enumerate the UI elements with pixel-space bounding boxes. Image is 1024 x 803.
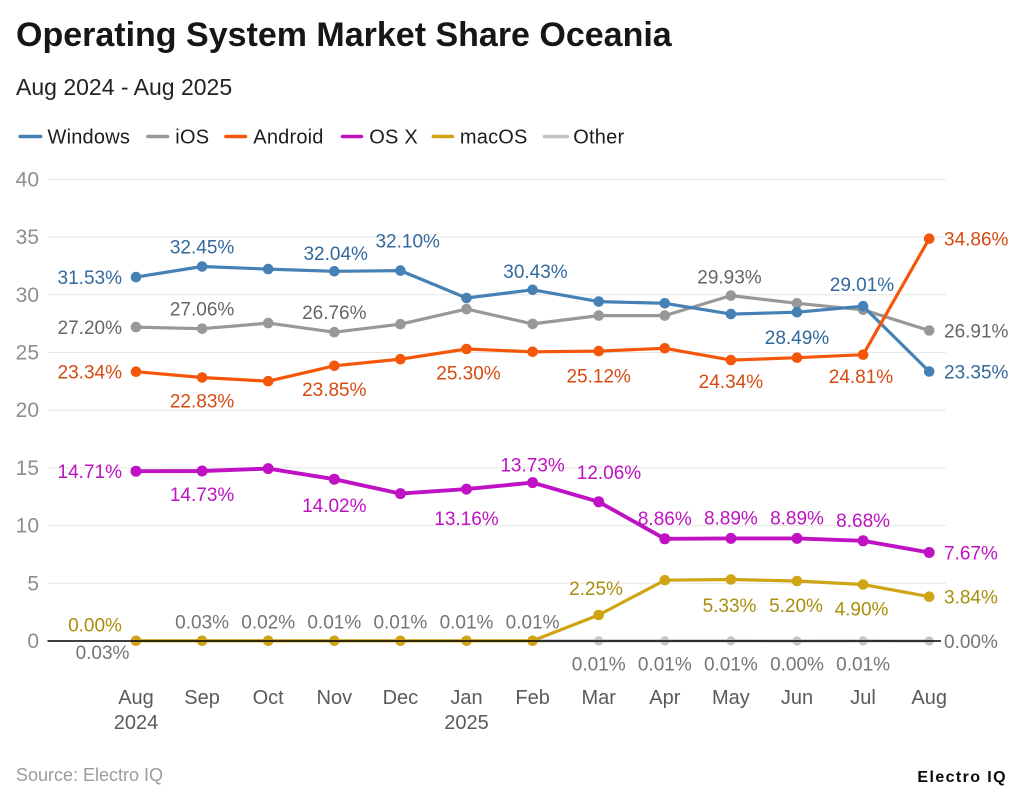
svg-text:27.06%: 27.06%	[170, 300, 235, 321]
svg-text:macOS: macOS	[460, 127, 528, 149]
svg-text:26.76%: 26.76%	[302, 303, 367, 324]
svg-text:5: 5	[27, 572, 39, 595]
svg-text:Dec: Dec	[383, 687, 419, 709]
svg-text:28.49%: 28.49%	[765, 328, 830, 349]
svg-text:Aug: Aug	[118, 687, 154, 709]
svg-text:2.25%: 2.25%	[569, 579, 623, 600]
svg-text:0: 0	[27, 630, 39, 653]
svg-text:0.02%: 0.02%	[241, 613, 295, 634]
svg-text:5.33%: 5.33%	[703, 596, 757, 617]
svg-text:0.00%: 0.00%	[68, 616, 122, 637]
svg-text:0.01%: 0.01%	[506, 613, 560, 634]
svg-text:0.03%: 0.03%	[76, 643, 130, 664]
svg-text:Feb: Feb	[515, 687, 549, 709]
svg-text:29.93%: 29.93%	[697, 268, 762, 289]
svg-text:40: 40	[16, 168, 39, 191]
svg-text:14.71%: 14.71%	[58, 462, 123, 483]
svg-text:0.01%: 0.01%	[572, 655, 626, 676]
svg-text:24.81%: 24.81%	[829, 367, 894, 388]
svg-text:29.01%: 29.01%	[830, 275, 895, 296]
svg-text:2024: 2024	[114, 712, 159, 734]
svg-text:Source: Electro IQ: Source: Electro IQ	[16, 765, 163, 785]
svg-text:May: May	[712, 687, 750, 709]
svg-text:15: 15	[16, 457, 39, 480]
svg-text:25.30%: 25.30%	[436, 364, 501, 385]
svg-text:Mar: Mar	[581, 687, 616, 709]
svg-text:8.89%: 8.89%	[704, 508, 758, 529]
svg-text:0.00%: 0.00%	[770, 655, 824, 676]
svg-text:8.68%: 8.68%	[836, 511, 890, 532]
svg-text:30: 30	[16, 284, 39, 307]
svg-text:0.01%: 0.01%	[440, 613, 494, 634]
svg-text:4.90%: 4.90%	[835, 600, 889, 621]
svg-text:20: 20	[16, 399, 39, 422]
svg-text:8.86%: 8.86%	[638, 509, 692, 530]
svg-text:31.53%: 31.53%	[58, 268, 123, 289]
svg-text:Operating System Market Share: Operating System Market Share Oceania	[16, 16, 673, 54]
svg-text:Jan: Jan	[450, 687, 482, 709]
svg-text:0.01%: 0.01%	[307, 613, 361, 634]
svg-text:32.04%: 32.04%	[303, 244, 368, 265]
svg-text:Android: Android	[253, 127, 323, 149]
svg-text:13.73%: 13.73%	[500, 456, 565, 477]
svg-text:Jun: Jun	[781, 687, 813, 709]
svg-text:8.89%: 8.89%	[770, 508, 824, 529]
svg-text:24.34%: 24.34%	[699, 372, 764, 393]
svg-text:13.16%: 13.16%	[434, 509, 499, 530]
svg-text:2025: 2025	[444, 712, 489, 734]
svg-text:23.34%: 23.34%	[58, 363, 123, 384]
svg-text:5.20%: 5.20%	[769, 596, 823, 617]
svg-text:12.06%: 12.06%	[577, 463, 642, 484]
svg-text:0.03%: 0.03%	[175, 613, 229, 634]
svg-text:25: 25	[16, 342, 39, 365]
svg-text:14.73%: 14.73%	[170, 485, 235, 506]
svg-text:25.12%: 25.12%	[566, 367, 631, 388]
svg-text:14.02%: 14.02%	[302, 496, 367, 517]
svg-text:0.01%: 0.01%	[704, 655, 758, 676]
svg-text:23.85%: 23.85%	[302, 380, 367, 401]
svg-text:0.01%: 0.01%	[373, 613, 427, 634]
svg-text:27.20%: 27.20%	[58, 318, 123, 339]
svg-text:Windows: Windows	[48, 127, 131, 149]
svg-text:34.86%: 34.86%	[944, 230, 1009, 251]
svg-text:Electro IQ: Electro IQ	[917, 769, 1007, 786]
svg-text:23.35%: 23.35%	[944, 363, 1009, 384]
svg-text:32.45%: 32.45%	[170, 238, 235, 259]
svg-text:7.67%: 7.67%	[944, 544, 998, 565]
svg-text:Apr: Apr	[649, 687, 680, 709]
svg-text:Aug 2024 - Aug 2025: Aug 2024 - Aug 2025	[16, 74, 232, 100]
svg-text:30.43%: 30.43%	[503, 262, 568, 283]
svg-text:32.10%: 32.10%	[375, 232, 440, 253]
svg-text:Jul: Jul	[850, 687, 876, 709]
svg-text:26.91%: 26.91%	[944, 322, 1009, 343]
svg-text:3.84%: 3.84%	[944, 588, 998, 609]
svg-text:OS X: OS X	[369, 127, 418, 149]
svg-text:35: 35	[16, 226, 39, 249]
svg-text:Sep: Sep	[184, 687, 220, 709]
svg-text:Nov: Nov	[317, 687, 353, 709]
svg-text:10: 10	[16, 515, 39, 538]
svg-text:22.83%: 22.83%	[170, 392, 235, 413]
svg-text:iOS: iOS	[175, 127, 209, 149]
svg-text:0.01%: 0.01%	[836, 655, 890, 676]
svg-text:Other: Other	[573, 127, 624, 149]
svg-text:Oct: Oct	[253, 687, 285, 709]
svg-text:Aug: Aug	[911, 687, 947, 709]
svg-text:0.01%: 0.01%	[638, 655, 692, 676]
svg-text:0.00%: 0.00%	[944, 632, 998, 653]
